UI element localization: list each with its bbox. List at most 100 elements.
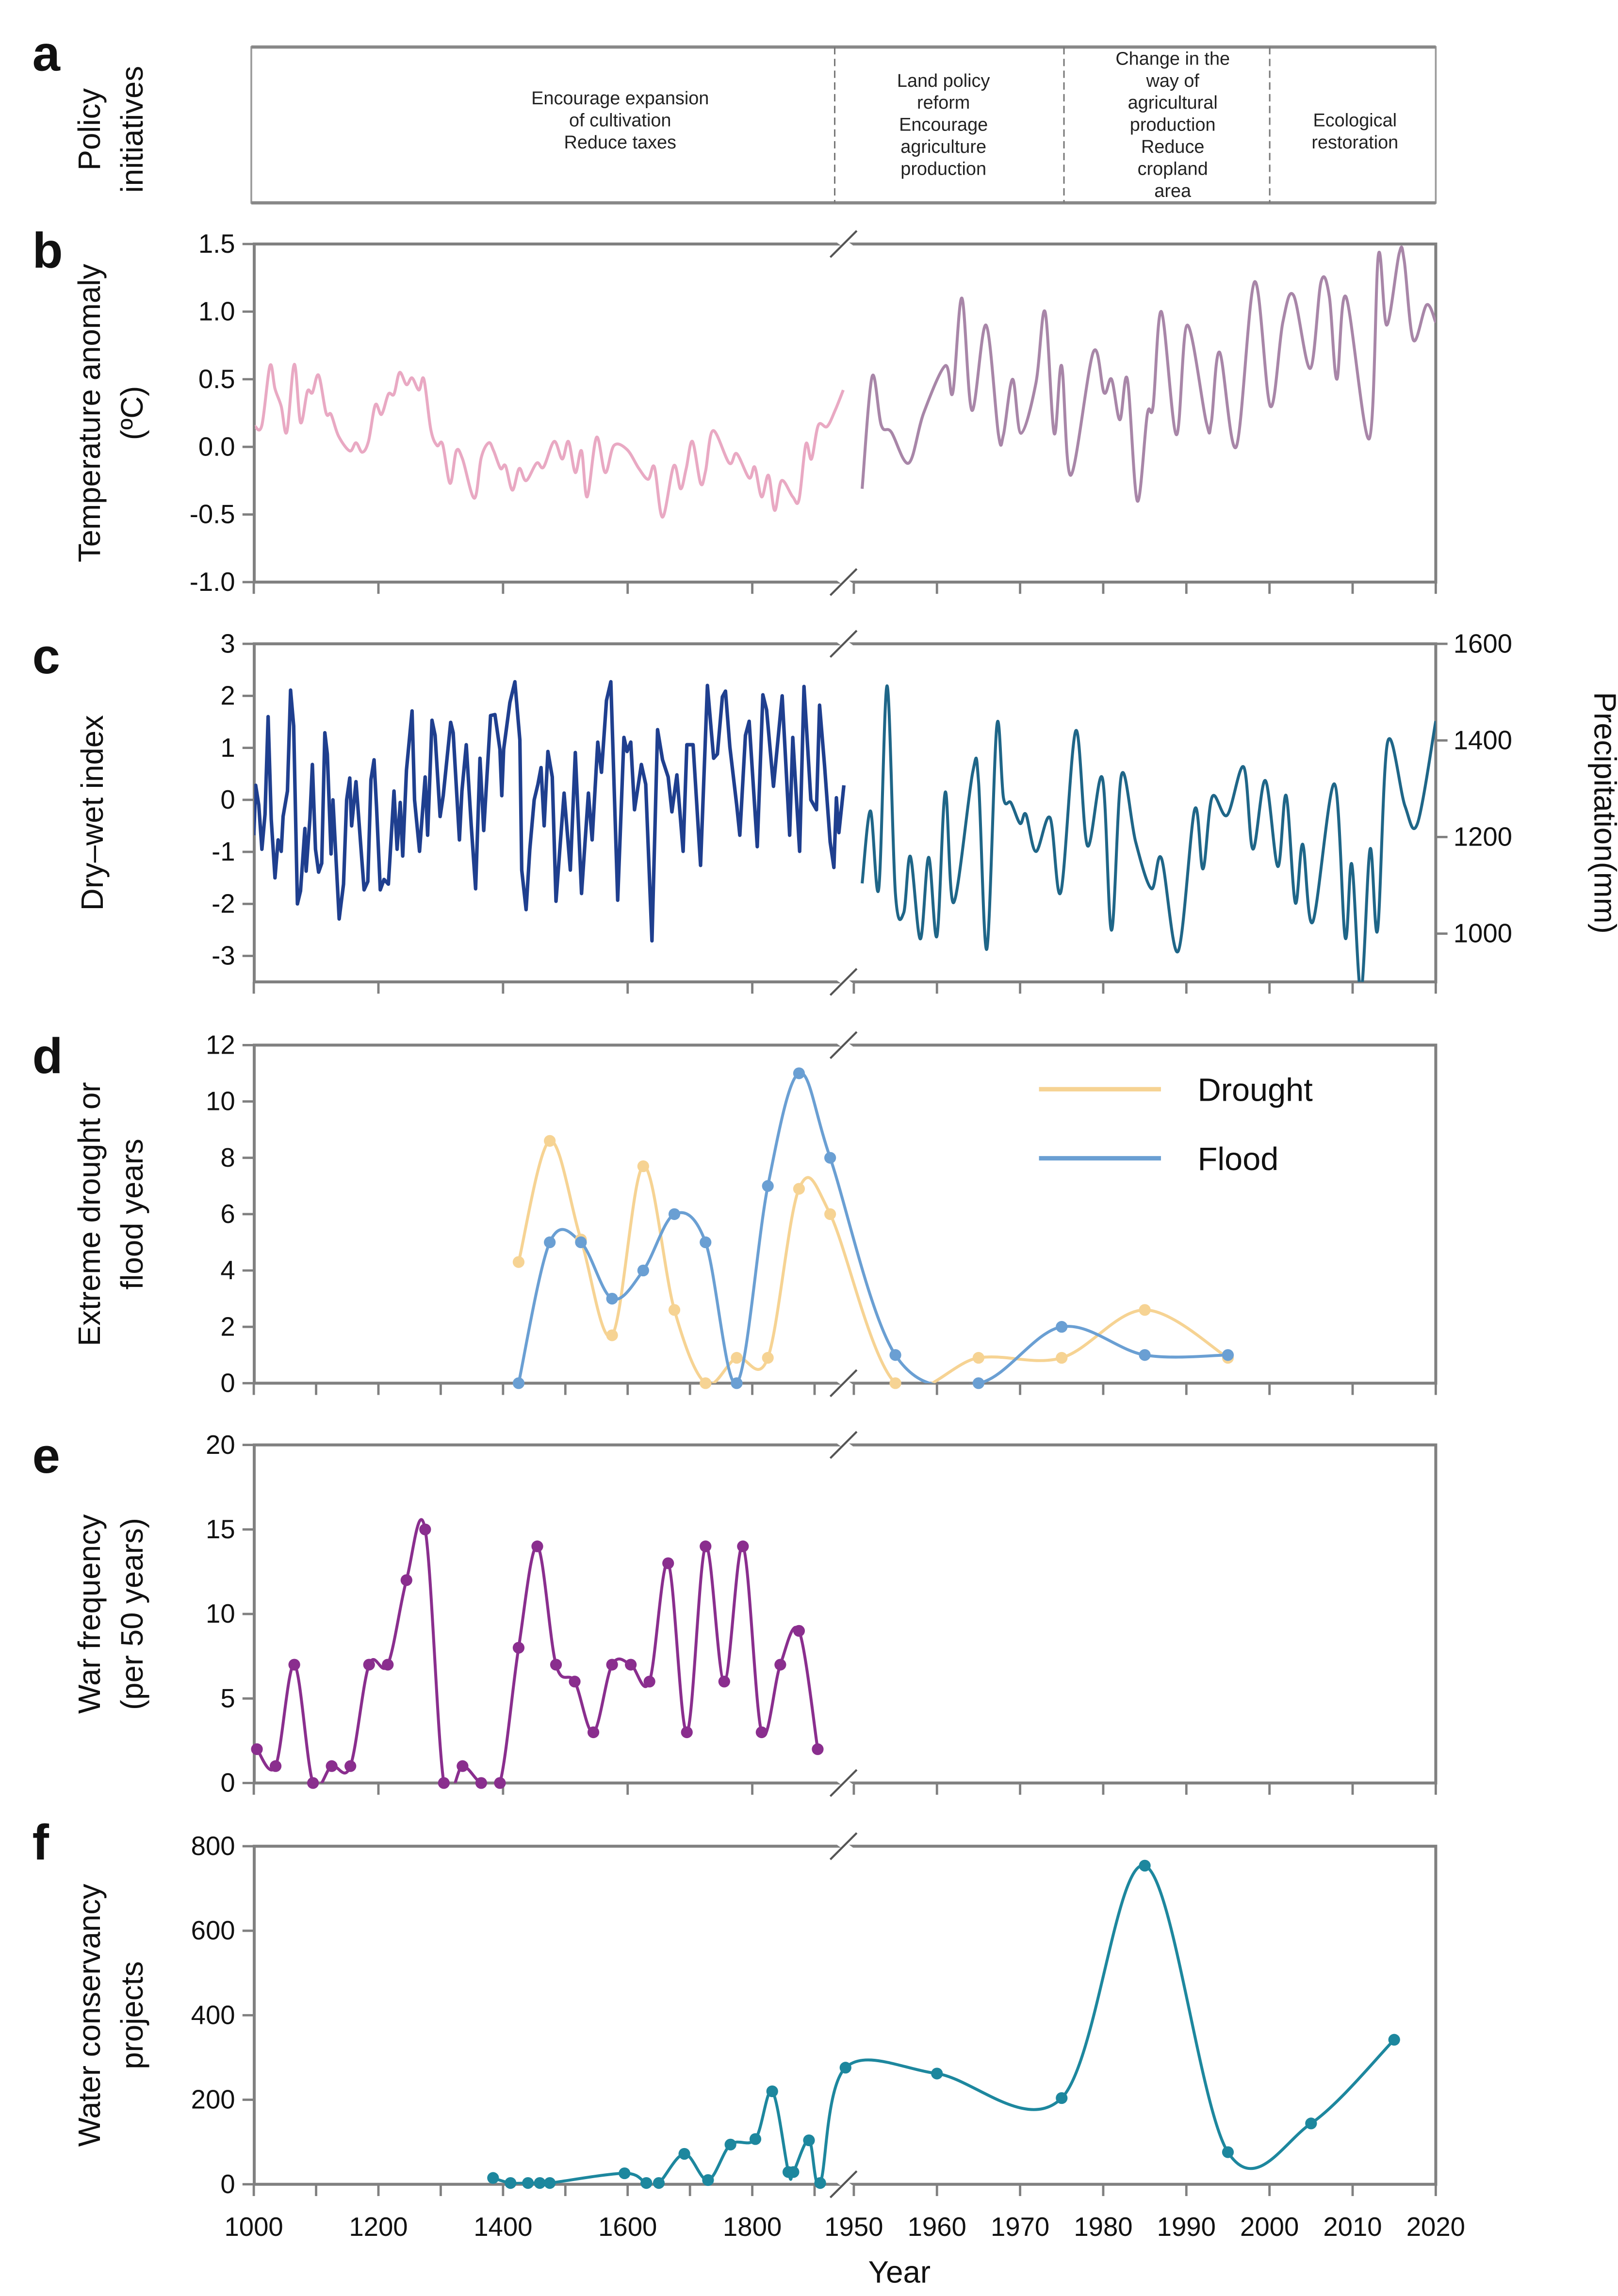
y-tick-label: 400	[191, 2000, 235, 2030]
y-tick-label: 800	[191, 1831, 235, 1861]
data-point	[475, 1777, 488, 1789]
data-point	[637, 1160, 649, 1172]
policy-axis-title: initiatives	[115, 66, 149, 193]
y-axis-title: Dry–wet index	[75, 715, 110, 911]
data-point	[889, 1349, 901, 1361]
data-point	[653, 2177, 665, 2189]
data-point	[700, 1377, 712, 1389]
y-tick-label: 10	[206, 1087, 235, 1116]
data-point	[512, 1642, 525, 1654]
panel-b-series	[254, 245, 1436, 519]
axis-break-mark	[829, 230, 858, 258]
y-tick-label: 20	[206, 1430, 235, 1460]
data-point	[668, 1208, 681, 1220]
data-point	[512, 1256, 525, 1268]
policy-text-line: production	[900, 159, 986, 179]
panel-e-axes	[252, 1431, 1438, 1797]
panel-label-e: e	[33, 1428, 60, 1483]
data-point	[619, 2167, 631, 2180]
panel-label-b: b	[33, 222, 63, 278]
data-point	[534, 2177, 546, 2189]
axis-break-mark	[829, 968, 858, 996]
panel-b-axes	[252, 230, 1438, 596]
data-point	[640, 2177, 653, 2189]
precipitation-line	[861, 684, 1436, 982]
panel-label-c: c	[33, 628, 60, 684]
panel-e-series	[256, 1518, 819, 1783]
axis-break-gap	[837, 1775, 853, 1791]
data-point	[494, 1777, 506, 1789]
data-point	[531, 1540, 543, 1552]
axis-break-gap	[837, 1038, 853, 1053]
data-point	[972, 1352, 985, 1364]
x-tick-label: 1400	[474, 2212, 532, 2242]
data-point	[307, 1777, 319, 1789]
axis-break-gap	[837, 236, 853, 252]
data-point	[972, 1377, 985, 1389]
data-point	[824, 1152, 836, 1164]
war-frequency-line	[256, 1518, 819, 1783]
data-point	[505, 2177, 517, 2189]
panel-label-f: f	[33, 1814, 49, 1870]
data-point	[702, 2174, 714, 2186]
data-point	[678, 2148, 690, 2160]
data-point	[793, 1183, 805, 1195]
policy-text-line: Reduce taxes	[564, 132, 676, 153]
axis-break-gap	[837, 974, 853, 990]
y-tick-label: -2	[212, 889, 235, 918]
y-tick-label: -1.0	[190, 567, 235, 597]
legend-label-flood: Flood	[1198, 1141, 1279, 1177]
data-point	[326, 1760, 338, 1772]
data-point	[575, 1236, 587, 1249]
y-tick-label: 2	[220, 681, 235, 711]
y-tick-label: 10	[206, 1599, 235, 1628]
data-point	[1056, 2092, 1068, 2104]
data-point	[487, 2172, 499, 2184]
y-axis-title: Temperature anomaly	[72, 264, 107, 562]
axis-break-gap	[837, 1376, 853, 1391]
policy-period-2: Land policyreformEncourageagriculturepro…	[897, 71, 990, 179]
y-axis-title: (per 50 years)	[115, 1518, 149, 1710]
axis-break-mark	[829, 1431, 858, 1459]
y-tick-label: 12	[206, 1030, 235, 1060]
data-point	[288, 1659, 300, 1671]
flood-line	[517, 1071, 1228, 1384]
axis-break-mark	[829, 1832, 858, 1860]
data-point	[662, 1557, 674, 1569]
panel-label-d: d	[33, 1028, 63, 1084]
data-point	[512, 1377, 525, 1389]
policy-text-line: Change in the	[1115, 49, 1230, 69]
x-tick-label: 1000	[224, 2212, 283, 2242]
data-point	[544, 1135, 556, 1147]
data-point	[1388, 2034, 1400, 2046]
data-point	[544, 2177, 556, 2189]
data-point	[787, 2166, 800, 2178]
data-point	[569, 1676, 581, 1688]
data-point	[251, 1743, 263, 1755]
y2-tick-label: 1600	[1454, 629, 1512, 658]
policy-text-line: production	[1130, 115, 1216, 135]
y2-tick-label: 1000	[1454, 919, 1512, 948]
legend-label-drought: Drought	[1198, 1073, 1313, 1108]
drought-line	[517, 1139, 1229, 1384]
panel-label-a: a	[33, 25, 61, 81]
x-tick-label: 2020	[1406, 2212, 1465, 2242]
axis-break-mark	[829, 2170, 858, 2198]
axis-break-gap	[837, 2177, 853, 2192]
y-tick-label: 0	[220, 2169, 235, 2199]
axis-break-mark	[829, 1369, 858, 1398]
data-point	[681, 1726, 693, 1739]
axis-break-gap	[837, 636, 853, 651]
data-point	[344, 1760, 357, 1772]
y-tick-label: 600	[191, 1916, 235, 1945]
data-point	[382, 1659, 394, 1671]
data-point	[1222, 2146, 1234, 2158]
axis-break-mark	[829, 1769, 858, 1797]
data-point	[793, 1625, 805, 1637]
x-tick-label: 1200	[349, 2212, 408, 2242]
data-point	[522, 2177, 534, 2189]
axis-break-gap	[837, 1437, 853, 1452]
water-conservancy-projects-markers	[487, 1859, 1400, 2189]
